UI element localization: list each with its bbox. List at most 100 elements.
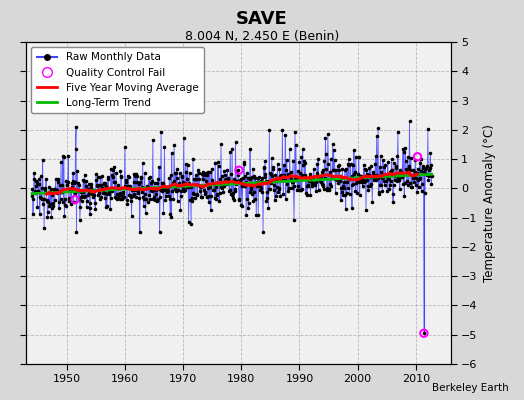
- Point: [181, 187, 190, 194]
- Point: [134, 188, 142, 194]
- Point: [163, 188, 172, 194]
- Point: [413, 189, 421, 196]
- Point: [344, 156, 353, 163]
- Point: [322, 166, 331, 172]
- Point: [134, 190, 143, 196]
- Point: [189, 190, 198, 196]
- Point: [407, 154, 415, 161]
- Point: [412, 170, 421, 176]
- Point: [97, 185, 106, 192]
- Point: [261, 170, 270, 177]
- Point: [126, 198, 135, 204]
- Point: [263, 189, 271, 195]
- Point: [62, 202, 70, 209]
- Point: [227, 191, 235, 197]
- Point: [32, 178, 40, 184]
- Point: [320, 158, 329, 164]
- Point: [361, 178, 369, 184]
- Point: [83, 192, 92, 198]
- Point: [100, 180, 108, 187]
- Point: [279, 191, 288, 198]
- Point: [224, 176, 233, 183]
- Point: [366, 182, 374, 189]
- Point: [77, 194, 85, 200]
- Point: [343, 161, 352, 167]
- Point: [310, 180, 319, 186]
- Point: [419, 163, 427, 169]
- Point: [166, 196, 174, 202]
- Point: [96, 182, 105, 188]
- Point: [342, 206, 350, 212]
- Point: [358, 178, 366, 185]
- Point: [300, 172, 309, 178]
- Point: [109, 167, 117, 173]
- Point: [60, 212, 69, 219]
- Point: [300, 172, 308, 178]
- Point: [87, 184, 95, 190]
- Point: [29, 196, 38, 202]
- Point: [86, 211, 94, 217]
- Point: [105, 191, 114, 197]
- Point: [308, 183, 316, 189]
- Point: [210, 180, 219, 187]
- Point: [370, 174, 379, 180]
- Point: [351, 169, 359, 175]
- Point: [326, 156, 335, 162]
- Point: [228, 145, 236, 152]
- Point: [168, 149, 176, 156]
- Point: [203, 194, 212, 200]
- Point: [214, 181, 222, 187]
- Point: [31, 182, 40, 189]
- Point: [406, 167, 414, 174]
- Point: [182, 184, 191, 190]
- Point: [334, 180, 343, 186]
- Point: [147, 180, 155, 187]
- Point: [368, 199, 376, 206]
- Point: [140, 196, 148, 202]
- Point: [242, 211, 250, 218]
- Point: [151, 187, 160, 194]
- Point: [156, 229, 164, 235]
- Point: [125, 174, 133, 181]
- Point: [49, 199, 57, 206]
- Point: [68, 184, 77, 190]
- Point: [213, 192, 221, 198]
- Point: [216, 180, 225, 187]
- Point: [395, 176, 403, 183]
- Point: [106, 166, 115, 172]
- Point: [361, 166, 369, 172]
- Point: [309, 176, 318, 182]
- Point: [293, 187, 302, 194]
- Point: [133, 179, 141, 186]
- Point: [181, 161, 190, 168]
- Point: [236, 177, 244, 184]
- Point: [275, 186, 283, 192]
- Point: [112, 195, 120, 202]
- Point: [141, 210, 150, 216]
- Point: [367, 180, 376, 187]
- Point: [385, 176, 393, 182]
- Point: [57, 196, 65, 202]
- Point: [174, 187, 183, 193]
- Point: [239, 161, 248, 168]
- Point: [167, 172, 175, 178]
- Point: [330, 167, 339, 174]
- Point: [420, 330, 428, 336]
- Point: [88, 190, 96, 197]
- Point: [301, 160, 309, 167]
- Point: [124, 172, 132, 179]
- Point: [69, 199, 78, 205]
- Point: [123, 200, 132, 207]
- Point: [233, 168, 242, 174]
- Point: [288, 179, 297, 185]
- Point: [278, 126, 287, 133]
- Point: [399, 146, 407, 152]
- Point: [396, 186, 404, 192]
- Point: [138, 189, 146, 195]
- Point: [170, 142, 178, 148]
- Point: [279, 177, 287, 184]
- Point: [246, 176, 255, 182]
- Point: [208, 165, 216, 172]
- Point: [378, 174, 386, 181]
- Point: [38, 196, 46, 202]
